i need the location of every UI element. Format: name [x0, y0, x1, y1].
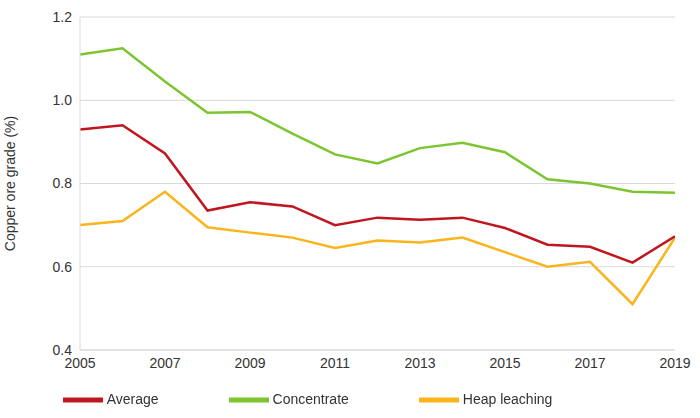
svg-text:2013: 2013 [404, 355, 435, 371]
svg-text:2007: 2007 [149, 355, 180, 371]
svg-text:0.6: 0.6 [53, 259, 73, 275]
svg-text:Copper ore grade (%): Copper ore grade (%) [8, 116, 18, 251]
svg-text:2017: 2017 [574, 355, 605, 371]
svg-text:2019: 2019 [659, 355, 690, 371]
svg-text:1.0: 1.0 [53, 92, 73, 108]
html-text:Concentrate: Concentrate [272, 390, 349, 407]
svg-text:2011: 2011 [320, 355, 350, 371]
svg-text:2009: 2009 [234, 355, 265, 371]
html-text:Heap leaching: Heap leaching [462, 390, 553, 407]
html-text:Average: Average [106, 390, 159, 407]
svg-text:2015: 2015 [489, 355, 520, 371]
svg-text:0.8: 0.8 [53, 175, 73, 191]
svg-text:2005: 2005 [64, 354, 96, 371]
svg-text:0.4: 0.4 [53, 342, 73, 358]
svg-text:1.2: 1.2 [53, 9, 73, 25]
